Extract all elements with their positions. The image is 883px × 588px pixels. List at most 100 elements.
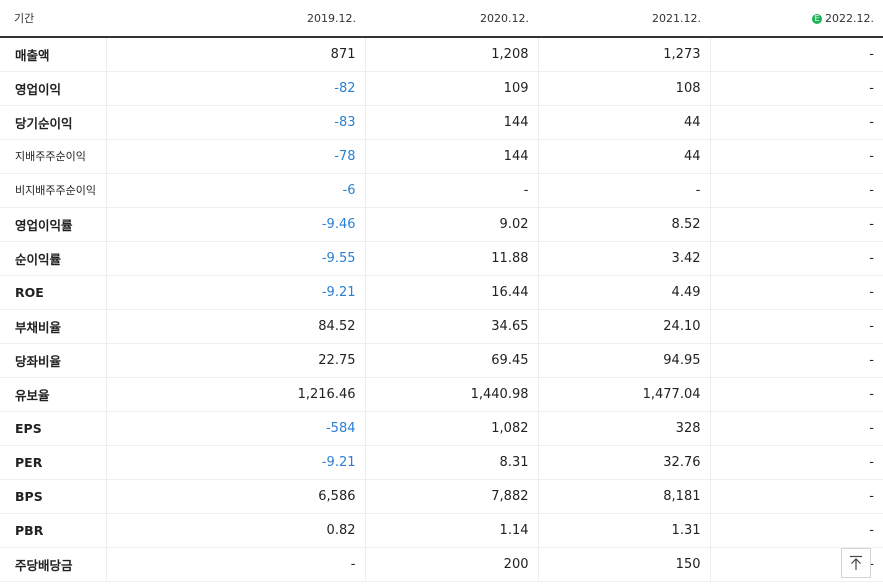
period-header: 기간 [0, 0, 106, 38]
table-row: 영업이익률 -9.46 9.02 8.52- [0, 206, 883, 242]
column-header-2022-label: 2022.12. [825, 11, 874, 25]
table-cell: - [709, 206, 883, 242]
table-cell: - [709, 71, 883, 106]
table-cell: - [709, 513, 883, 548]
table-cell: -6 [105, 173, 365, 208]
column-header-2021: 2021.12. [538, 0, 710, 38]
table-cell: -82 [105, 71, 365, 106]
table-cell: -78 [105, 139, 365, 174]
table-row: 매출액 871 1,208 1,273- [0, 37, 883, 72]
table-cell: 144 [364, 139, 538, 174]
table-cell: 84.52 [105, 308, 365, 344]
row-label: 영업이익 [0, 71, 106, 106]
table-cell: 24.10 [537, 308, 710, 344]
table-cell: 1,273 [537, 37, 710, 72]
table-cell: - [709, 37, 883, 72]
header-row: 기간 2019.12. 2020.12. 2021.12. E 2022.12. [0, 0, 883, 38]
scroll-to-top-button[interactable] [841, 548, 871, 578]
table-cell: - [105, 546, 365, 582]
table-cell: 44 [537, 139, 710, 174]
row-label: BPS [0, 479, 106, 514]
table-cell: 4.49 [537, 275, 710, 310]
table-cell: -9.21 [105, 445, 365, 480]
table-cell: 150 [537, 546, 710, 582]
row-label: 유보율 [0, 377, 106, 412]
table-cell: 8.52 [537, 206, 710, 242]
table-cell: 6,586 [105, 479, 365, 514]
table-cell: 1,082 [364, 410, 538, 446]
table-cell: - [709, 275, 883, 310]
row-label: 영업이익률 [0, 206, 106, 242]
table-cell: -9.21 [105, 275, 365, 310]
table-cell: 44 [537, 105, 710, 140]
row-label: EPS [0, 410, 106, 446]
table-cell: 109 [364, 71, 538, 106]
table-cell: 1,477.04 [537, 377, 710, 412]
row-label: PBR [0, 513, 106, 548]
table-cell: 0.82 [105, 513, 365, 548]
table-row: ROE -9.21 16.44 4.49- [0, 275, 883, 310]
table-cell: 8.31 [364, 445, 538, 480]
row-label: 비지배주주순이익 [0, 173, 106, 208]
table-row: 비지배주주순이익 -6- - - [0, 173, 883, 208]
row-label: 순이익률 [0, 241, 106, 276]
row-label: PER [0, 445, 106, 480]
table-cell: 871 [105, 37, 365, 72]
arrow-up-icon [850, 555, 862, 570]
table-cell: 16.44 [364, 275, 538, 310]
table-cell: 7,882 [364, 479, 538, 514]
table-cell: 94.95 [537, 343, 710, 378]
table-cell: - [709, 173, 883, 208]
table-cell: - [364, 173, 538, 208]
table-cell: 1.31 [537, 513, 710, 548]
table-row: 지배주주순이익 -78 144 44- [0, 139, 883, 174]
table-row: EPS -584 1,082 328- [0, 410, 883, 446]
table-row: 주당배당금 -200 150- [0, 546, 883, 582]
table-cell: - [709, 105, 883, 140]
table-row: 부채비율 84.52 34.65 24.10- [0, 308, 883, 344]
estimate-badge-icon: E [812, 13, 823, 24]
table-cell: 1,440.98 [364, 377, 538, 412]
table-row: PBR 0.82 1.14 1.31- [0, 513, 883, 548]
table-cell: -83 [105, 105, 365, 140]
table-cell: 328 [537, 410, 710, 446]
table-row: 유보율 1,216.46 1,440.98 1,477.04- [0, 377, 883, 412]
table-cell: 108 [537, 71, 710, 106]
table-cell: 11.88 [364, 241, 538, 276]
table-row: 순이익률 -9.55 11.88 3.42- [0, 241, 883, 276]
row-label: 당좌비율 [0, 343, 106, 378]
row-label: 매출액 [0, 37, 106, 72]
row-label: 주당배당금 [0, 546, 106, 582]
table-cell: - [709, 308, 883, 344]
table-row: 당좌비율 22.75 69.45 94.95- [0, 343, 883, 378]
row-label: ROE [0, 275, 106, 310]
column-header-2019: 2019.12. [106, 0, 365, 38]
table-cell: - [537, 173, 710, 208]
table-cell: 32.76 [537, 445, 710, 480]
table-cell: 200 [364, 546, 538, 582]
row-label: 지배주주순이익 [0, 139, 106, 174]
column-header-2020: 2020.12. [365, 0, 538, 38]
table-cell: 8,181 [537, 479, 710, 514]
table-cell: - [709, 343, 883, 378]
table-cell: 1,208 [364, 37, 538, 72]
table-cell: - [709, 139, 883, 174]
table-cell: - [709, 377, 883, 412]
row-label: 당기순이익 [0, 105, 106, 140]
table-row: PER -9.21 8.31 32.76- [0, 445, 883, 480]
table-row: 당기순이익 -83 144 44- [0, 105, 883, 140]
table-cell: 1.14 [364, 513, 538, 548]
column-header-2022-estimate: E 2022.12. [710, 0, 883, 38]
table-cell: -9.46 [105, 206, 365, 242]
table-cell: -584 [105, 410, 365, 446]
table-cell: - [709, 241, 883, 276]
table-cell: - [709, 410, 883, 446]
table-row: 영업이익 -82 109 108- [0, 71, 883, 106]
table-cell: 144 [364, 105, 538, 140]
row-label: 부채비율 [0, 308, 106, 344]
table-cell: -9.55 [105, 241, 365, 276]
table-cell: 22.75 [105, 343, 365, 378]
table-row: BPS 6,586 7,882 8,181- [0, 479, 883, 514]
table-cell: 1,216.46 [105, 377, 365, 412]
